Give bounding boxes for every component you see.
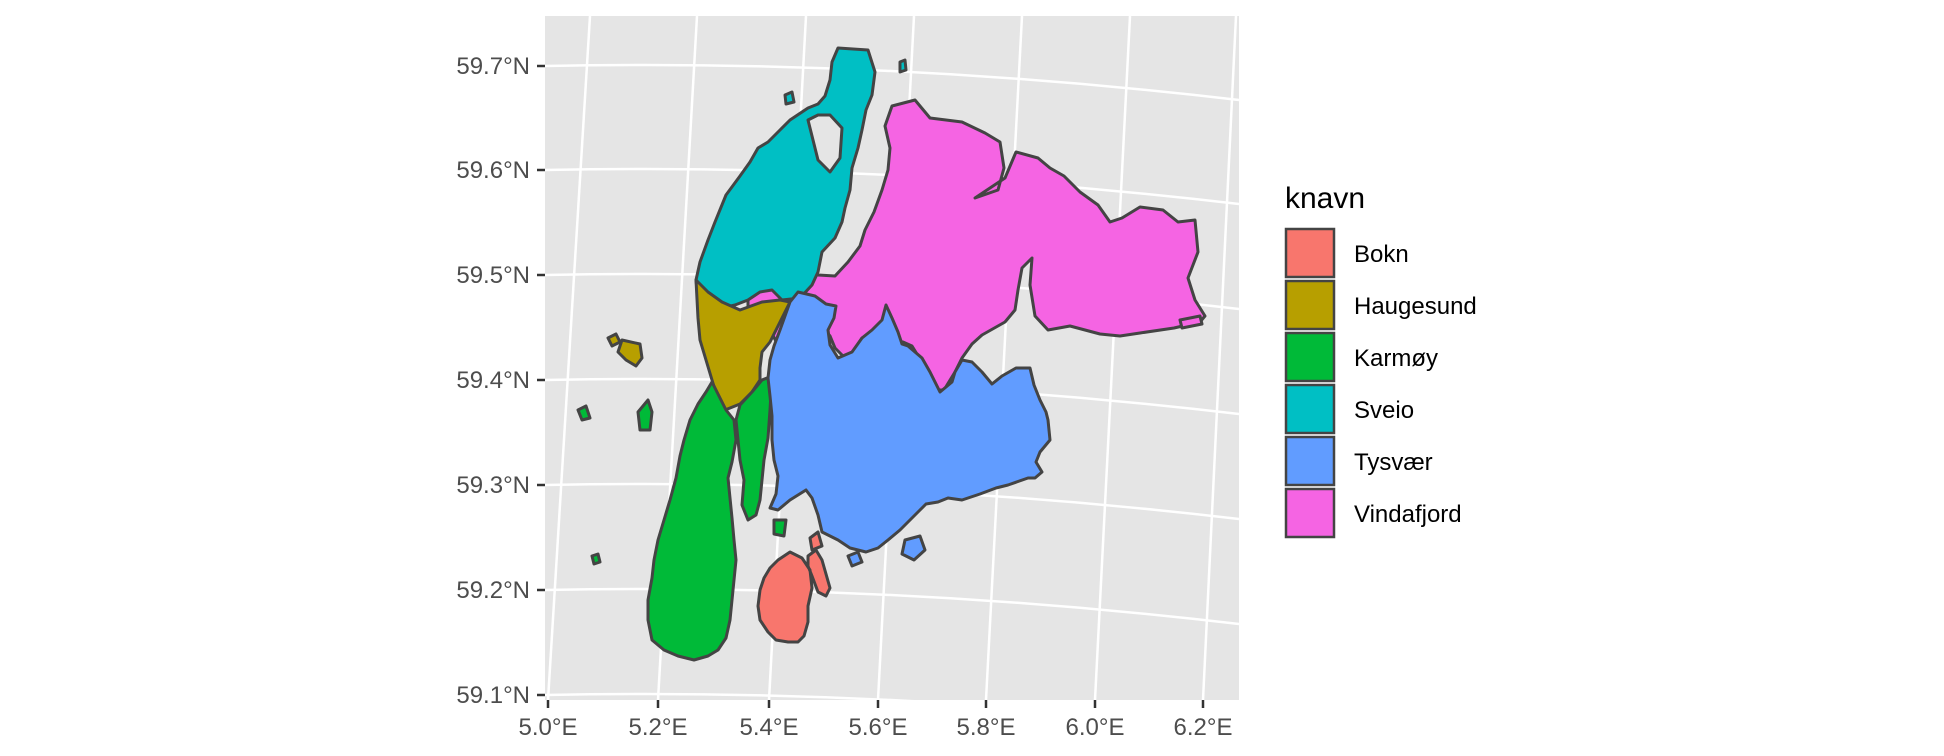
island-2 [783,90,796,106]
legend-swatch-karmoy [1284,331,1336,383]
x-tick-label: 6.2°E [1174,714,1233,741]
x-tick-label: 5.2°E [629,714,688,741]
island-8 [772,518,788,538]
x-tick-label: 6.0°E [1066,714,1125,741]
island-5 [616,338,644,368]
y-tick-label: 59.1°N [456,682,530,709]
legend-swatch-bokn [1284,227,1336,279]
island-7 [590,552,602,566]
x-axis: 5.0°E 5.2°E 5.4°E 5.6°E 5.8°E 6.0°E 6.2°… [519,700,1233,741]
y-tick-label: 59.3°N [456,472,530,499]
legend: knavn Bokn Haugesund Karmøy Sveio Tysvær… [1284,182,1477,539]
x-tick-label: 5.8°E [957,714,1016,741]
y-tick-label: 59.4°N [456,367,530,394]
region-sveio[interactable] [694,46,877,310]
legend-label-bokn: Bokn [1354,241,1409,268]
legend-title: knavn [1285,182,1365,215]
x-tick-label: 5.6°E [849,714,908,741]
legend-label-vindafjord: Vindafjord [1354,501,1462,528]
legend-swatch-tysvaer [1284,435,1336,487]
island-3 [898,58,908,74]
legend-swatch-vindafjord [1284,487,1336,539]
legend-label-karmoy: Karmøy [1354,345,1438,372]
y-tick-label: 59.7°N [456,53,530,80]
legend-label-tysvaer: Tysvær [1354,449,1433,476]
island-4 [606,332,622,348]
legend-swatch-sveio [1284,383,1336,435]
legend-swatch-haugesund [1284,279,1336,331]
region-haugesund[interactable] [694,278,792,412]
island-1 [1178,314,1204,330]
x-tick-label: 5.0°E [519,714,578,741]
x-tick-label: 5.4°E [740,714,799,741]
y-axis: 59.7°N 59.6°N 59.5°N 59.4°N 59.3°N 59.2°… [456,53,545,709]
legend-label-haugesund: Haugesund [1354,293,1477,320]
region-bokn[interactable] [756,530,832,644]
regions [576,46,1207,662]
island-9 [846,550,864,568]
y-tick-label: 59.5°N [456,262,530,289]
region-tysvaer[interactable] [766,290,1052,562]
y-tick-label: 59.6°N [456,157,530,184]
legend-label-sveio: Sveio [1354,397,1414,424]
y-tick-label: 59.2°N [456,577,530,604]
island-6 [576,404,592,422]
